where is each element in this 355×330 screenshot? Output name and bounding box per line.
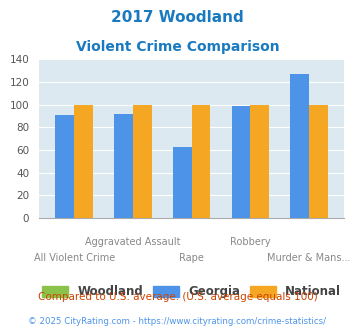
Legend: Woodland, Georgia, National: Woodland, Georgia, National (38, 281, 346, 303)
Text: Murder & Mans...: Murder & Mans... (267, 252, 351, 263)
Bar (250, 105, 269, 218)
Bar (55, 115, 74, 218)
Bar (114, 114, 133, 218)
Bar (192, 105, 211, 218)
Text: Violent Crime Comparison: Violent Crime Comparison (76, 40, 279, 53)
Text: Compared to U.S. average. (U.S. average equals 100): Compared to U.S. average. (U.S. average … (38, 292, 317, 302)
Bar (231, 106, 250, 218)
Bar (74, 105, 93, 218)
Bar (173, 147, 192, 218)
Text: 2017 Woodland: 2017 Woodland (111, 10, 244, 25)
Bar (290, 74, 309, 218)
Text: Aggravated Assault: Aggravated Assault (85, 237, 181, 247)
Bar (309, 105, 328, 218)
Text: Rape: Rape (179, 252, 204, 263)
Text: Robbery: Robbery (230, 237, 271, 247)
Text: © 2025 CityRating.com - https://www.cityrating.com/crime-statistics/: © 2025 CityRating.com - https://www.city… (28, 317, 327, 326)
Bar (133, 105, 152, 218)
Text: All Violent Crime: All Violent Crime (34, 252, 115, 263)
